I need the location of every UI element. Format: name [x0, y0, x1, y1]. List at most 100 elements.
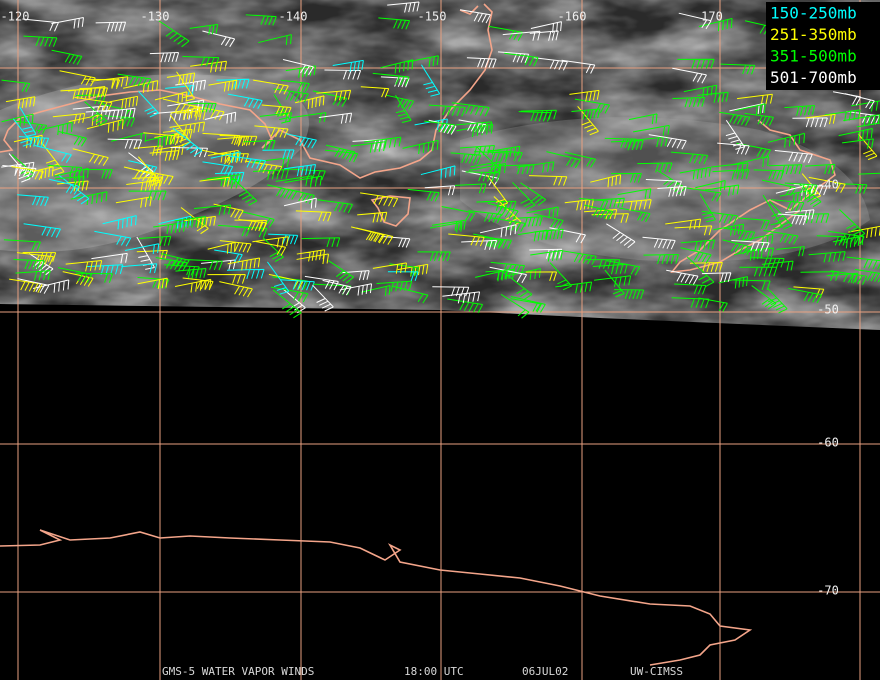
wind-barb [23, 223, 61, 238]
wind-barb [784, 104, 816, 116]
wind-barb [102, 215, 137, 230]
wind-barb [417, 251, 451, 262]
wind-barb [424, 120, 456, 134]
wind-barb [839, 209, 866, 239]
wind-barb [470, 161, 501, 173]
wind-barb [698, 17, 733, 32]
wind-barb [569, 89, 600, 102]
wind-barb [259, 112, 292, 123]
wind-barb [533, 57, 568, 71]
wind-barb [227, 93, 263, 110]
wind-barb [657, 185, 687, 197]
wind-barb [324, 69, 362, 80]
wind-barb [705, 184, 740, 196]
wind-barb [498, 51, 530, 64]
wind-barb [340, 270, 370, 281]
wind-barb [283, 197, 317, 209]
wind-barb [767, 132, 806, 148]
wind-barb [666, 269, 699, 285]
wind-barb [701, 272, 732, 283]
wind-barb [736, 93, 773, 105]
wind-barb [154, 144, 184, 157]
wind-barb [162, 128, 193, 140]
wind-barb [530, 249, 563, 262]
wind-barb [770, 199, 805, 212]
wind-barb [648, 134, 687, 150]
wind-barb [744, 112, 774, 127]
wind-barb [16, 252, 54, 266]
wind-barb [504, 52, 539, 67]
wind-barb [665, 218, 702, 230]
wind-barb [475, 236, 512, 250]
wind-barb [431, 219, 466, 231]
wind-barb [318, 112, 353, 124]
wind-barb [788, 287, 823, 304]
wind-barb [450, 152, 482, 165]
wind-barb [296, 249, 326, 262]
wind-barb [671, 297, 710, 309]
footer-text: 06JUL02 [522, 665, 568, 678]
wind-barb [25, 166, 54, 179]
wind-barb [502, 271, 533, 301]
wind-barb [448, 233, 485, 247]
wind-barb [753, 169, 785, 180]
wind-barb [202, 161, 234, 176]
wind-barb [262, 149, 295, 160]
wind-barb [48, 178, 80, 195]
wind-barb [219, 240, 252, 253]
wind-barb [208, 79, 238, 92]
wind-barb [227, 257, 261, 271]
wind-barb [149, 52, 180, 63]
wind-barb [169, 121, 205, 135]
wind-barb [504, 268, 541, 280]
wind-barb [571, 108, 601, 120]
wind-barb [17, 194, 49, 207]
wind-barb [637, 162, 673, 173]
wind-barb [490, 261, 526, 275]
wind-barb [174, 215, 206, 229]
wind-barb [86, 119, 124, 133]
wind-barb [207, 241, 236, 254]
wind-barb [47, 164, 83, 177]
wind-barb [800, 271, 839, 281]
footer: GMS-5 WATER VAPOR WINDS 18:00 UTC 06JUL02 U… [162, 665, 683, 678]
wind-barb [577, 105, 599, 136]
wind-barb [11, 154, 35, 180]
wind-barb [158, 20, 190, 48]
wind-barb [591, 213, 629, 223]
wind-barb [614, 199, 652, 211]
wind-barb [562, 250, 597, 265]
wind-barb [121, 263, 158, 274]
wind-barb [155, 257, 188, 272]
wind-barb [424, 185, 456, 196]
legend: 150-250mb 251-350mb 351-500mb 501-700mb [766, 2, 880, 90]
wind-barb [51, 16, 84, 29]
wind-barb [202, 132, 241, 145]
wind-barb [94, 230, 132, 247]
wind-barb [525, 271, 558, 281]
wind-barb [698, 297, 728, 312]
wind-barb [395, 94, 412, 123]
wind-barb [856, 122, 880, 128]
wind-barb [123, 80, 159, 94]
footer-text: 18:00 UTC [404, 665, 464, 678]
wind-barb [216, 78, 250, 89]
wind-barb [731, 155, 769, 168]
wind-barb [672, 97, 706, 108]
wind-barb [678, 12, 712, 30]
wind-barb [387, 1, 420, 13]
wind-barb [22, 252, 57, 262]
wind-barb [679, 166, 711, 180]
wind-barb [488, 25, 524, 41]
wind-barb [219, 281, 253, 298]
wind-barb [285, 133, 317, 149]
wind-barb [685, 187, 722, 202]
latitude-label: -40 [817, 178, 839, 192]
wind-barb [517, 229, 548, 242]
wind-barb [182, 56, 220, 67]
wind-barb [190, 60, 227, 73]
wind-barb [717, 142, 750, 155]
coastline [370, 195, 411, 227]
wind-barb [328, 260, 354, 284]
wind-barb [455, 121, 493, 133]
